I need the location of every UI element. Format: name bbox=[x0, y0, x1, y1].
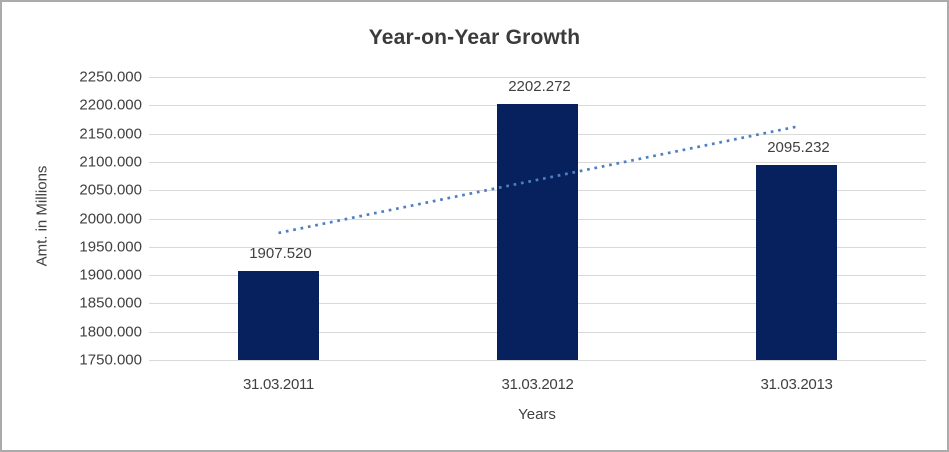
y-tick-label: 1850.000 bbox=[79, 294, 142, 312]
y-tick-label: 2200.000 bbox=[79, 96, 142, 114]
gridline bbox=[149, 77, 926, 78]
plot-area bbox=[149, 77, 926, 361]
bar-data-label: 2202.272 bbox=[508, 78, 571, 95]
chart-title: Year-on-Year Growth bbox=[368, 26, 581, 49]
x-tick-label: 31.03.2013 bbox=[760, 376, 833, 393]
gridline bbox=[149, 360, 926, 361]
y-tick-label: 2250.000 bbox=[79, 68, 142, 86]
y-tick-label: 2000.000 bbox=[79, 210, 142, 227]
x-tick-label: 31.03.2012 bbox=[501, 376, 574, 393]
x-tick-label: 31.03.2011 bbox=[243, 376, 314, 393]
bar-data-label: 2095.232 bbox=[767, 138, 830, 156]
bar bbox=[238, 270, 319, 360]
y-tick-label: 1950.000 bbox=[79, 238, 142, 256]
y-tick-label: 1900.000 bbox=[79, 266, 142, 284]
y-tick-label: 1800.000 bbox=[79, 323, 142, 341]
trendline-dotted-line bbox=[278, 125, 797, 235]
y-tick-label: 2150.000 bbox=[79, 125, 142, 143]
bar-data-label: 1907.520 bbox=[249, 244, 312, 262]
x-axis-title: Years bbox=[518, 406, 556, 423]
bar bbox=[756, 164, 837, 360]
y-tick-label: 1750.000 bbox=[79, 351, 142, 369]
trendline bbox=[278, 125, 797, 235]
y-axis-ticks: 2250.000 2200.000 2150.000 2100.000 2050.000… bbox=[2, 69, 142, 369]
bar bbox=[497, 104, 578, 360]
y-tick-label: 2100.000 bbox=[79, 153, 142, 171]
y-tick-label: 2050.000 bbox=[79, 181, 142, 199]
